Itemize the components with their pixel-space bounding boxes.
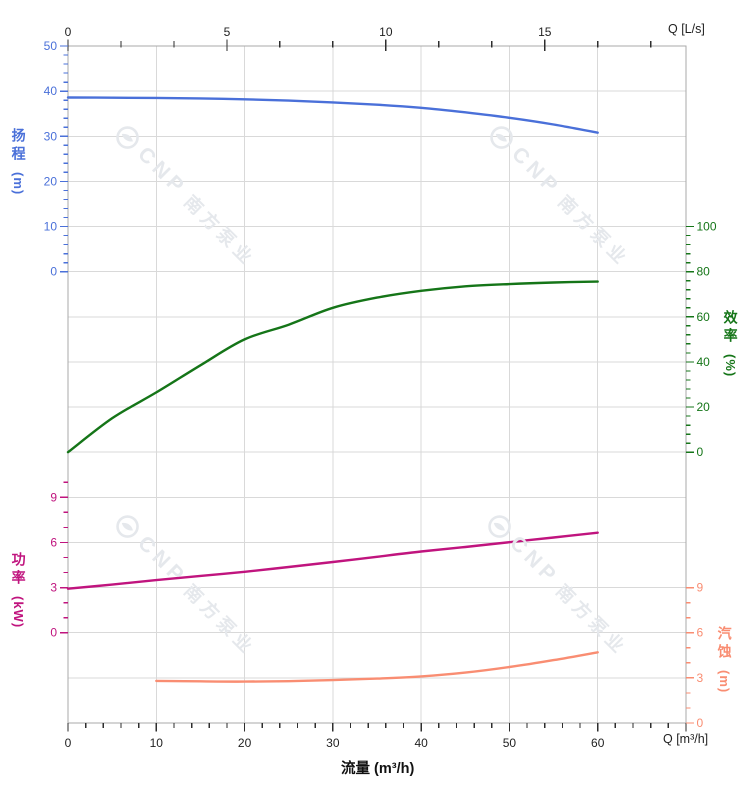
top-tick-label: 5 — [224, 25, 231, 39]
head-tick-label: 0 — [50, 265, 57, 279]
power-curve — [66, 531, 599, 590]
head-curve — [66, 96, 599, 134]
head-axis-title-text: 扬程 — [10, 128, 27, 164]
head-tick-label: 40 — [44, 84, 58, 98]
npsh-tick-label: 3 — [697, 671, 704, 685]
power-axis-unit: (kW) — [11, 596, 27, 629]
npsh-axis-unit: (m) — [717, 670, 733, 694]
top-tick-label: 10 — [379, 25, 393, 39]
npsh-tick-label: 9 — [697, 581, 704, 595]
bottom-tick-label: 40 — [414, 736, 428, 750]
top-tick-label: 0 — [65, 25, 72, 39]
head-tick-label: 50 — [44, 39, 58, 53]
efficiency-tick-label: 80 — [697, 265, 711, 279]
bottom-tick-label: 50 — [503, 736, 517, 750]
npsh-tick-label: 0 — [697, 716, 704, 730]
efficiency-tick-label: 40 — [697, 355, 711, 369]
head-tick-label: 30 — [44, 129, 58, 143]
npsh-curve — [155, 651, 599, 683]
curves — [66, 96, 599, 683]
axis-ticks — [60, 39, 694, 732]
head-tick-label: 20 — [44, 174, 58, 188]
power-axis-title: 功率 (kW) — [10, 552, 27, 629]
efficiency-curve — [66, 280, 599, 454]
grid — [67, 45, 687, 724]
bottom-tick-label: 0 — [65, 736, 72, 750]
efficiency-tick-label: 100 — [697, 220, 717, 234]
efficiency-tick-label: 20 — [697, 400, 711, 414]
bottom-tick-label: 60 — [591, 736, 605, 750]
head-axis-title: 扬程 (m) — [10, 128, 27, 196]
efficiency-axis-title: 效率 (%) — [722, 310, 739, 378]
efficiency-axis-unit: (%) — [723, 354, 739, 378]
power-axis-title-text: 功率 — [10, 552, 27, 588]
npsh-axis-title-text: 汽蚀 — [716, 626, 733, 662]
efficiency-tick-label: 60 — [697, 310, 711, 324]
top-axis-unit-label: Q [L/s] — [668, 22, 705, 36]
head-axis-unit: (m) — [11, 172, 27, 196]
top-tick-label: 15 — [538, 25, 552, 39]
power-tick-label: 9 — [50, 490, 57, 504]
bottom-axis-unit-label: Q [m³/h] — [663, 732, 709, 746]
flow-axis-title: 流量 (m³/h) — [341, 761, 415, 777]
power-tick-label: 3 — [50, 581, 57, 595]
efficiency-axis-title-text: 效率 — [722, 310, 739, 346]
power-tick-label: 0 — [50, 626, 57, 640]
bottom-tick-label: 30 — [326, 736, 340, 750]
npsh-axis-title: 汽蚀 (m) — [716, 626, 733, 694]
npsh-tick-label: 6 — [697, 626, 704, 640]
bottom-tick-label: 20 — [238, 736, 252, 750]
power-tick-label: 6 — [50, 535, 57, 549]
head-tick-label: 10 — [44, 220, 58, 234]
axis-tick-labels: 0 5 10 150 10 20 30 40 50 60504030201001008060402… — [44, 25, 717, 750]
spines — [67, 45, 687, 724]
plot-border — [67, 45, 687, 724]
efficiency-tick-label: 0 — [697, 445, 704, 459]
bottom-tick-label: 10 — [150, 736, 164, 750]
